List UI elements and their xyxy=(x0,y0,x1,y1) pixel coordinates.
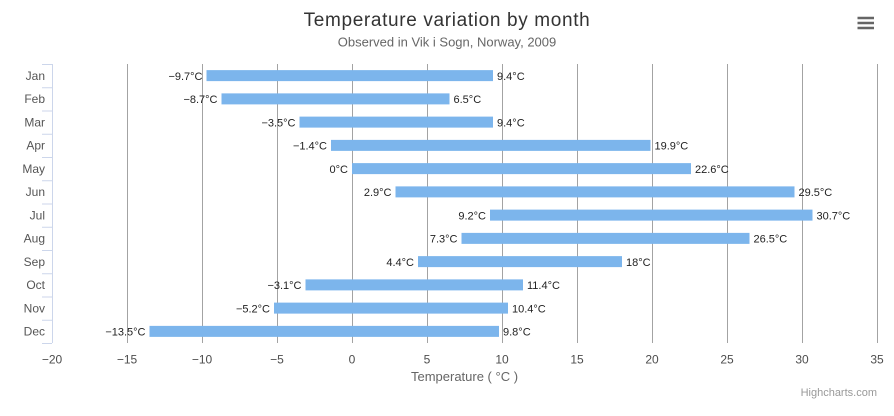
svg-text:29.5°C: 29.5°C xyxy=(799,187,833,199)
svg-text:−13.5°C: −13.5°C xyxy=(105,327,145,339)
svg-text:30: 30 xyxy=(795,353,809,367)
svg-text:Mar: Mar xyxy=(24,115,45,129)
svg-text:10.4°C: 10.4°C xyxy=(512,303,546,315)
svg-text:Nov: Nov xyxy=(24,301,45,315)
svg-text:Temperature ( °C ): Temperature ( °C ) xyxy=(411,369,518,384)
svg-text:−20: −20 xyxy=(42,353,63,367)
svg-text:10: 10 xyxy=(495,353,509,367)
svg-text:Jul: Jul xyxy=(30,208,45,222)
svg-text:Sep: Sep xyxy=(24,255,46,269)
svg-text:9.2°C: 9.2°C xyxy=(458,210,486,222)
svg-text:Feb: Feb xyxy=(24,92,45,106)
svg-text:11.4°C: 11.4°C xyxy=(527,280,560,292)
svg-text:15: 15 xyxy=(570,353,584,367)
svg-text:−3.5°C: −3.5°C xyxy=(261,117,295,129)
svg-text:−5.2°C: −5.2°C xyxy=(236,303,270,315)
svg-text:7.3°C: 7.3°C xyxy=(430,234,458,246)
svg-text:0°C: 0°C xyxy=(330,164,349,176)
svg-text:−1.4°C: −1.4°C xyxy=(293,141,327,153)
svg-text:Temperature variation by month: Temperature variation by month xyxy=(304,10,591,31)
svg-text:May: May xyxy=(22,162,45,176)
svg-text:30.7°C: 30.7°C xyxy=(817,210,851,222)
svg-text:35: 35 xyxy=(870,353,884,367)
svg-text:4.4°C: 4.4°C xyxy=(386,257,414,269)
svg-text:22.6°C: 22.6°C xyxy=(695,164,729,176)
svg-text:18°C: 18°C xyxy=(626,257,651,269)
svg-text:Oct: Oct xyxy=(26,278,45,292)
svg-text:9.4°C: 9.4°C xyxy=(497,71,525,83)
svg-text:25: 25 xyxy=(720,353,734,367)
svg-text:−8.7°C: −8.7°C xyxy=(183,94,217,106)
svg-text:Jan: Jan xyxy=(26,69,45,83)
svg-text:20: 20 xyxy=(645,353,659,367)
svg-text:Dec: Dec xyxy=(24,325,45,339)
svg-text:−3.1°C: −3.1°C xyxy=(267,280,301,292)
svg-text:Observed in Vik i Sogn, Norway: Observed in Vik i Sogn, Norway, 2009 xyxy=(338,35,556,50)
svg-text:9.8°C: 9.8°C xyxy=(503,327,531,339)
svg-text:−15: −15 xyxy=(117,353,138,367)
svg-text:Highcharts.com: Highcharts.com xyxy=(801,387,877,399)
svg-text:2.9°C: 2.9°C xyxy=(364,187,392,199)
svg-text:6.5°C: 6.5°C xyxy=(454,94,482,106)
svg-text:26.5°C: 26.5°C xyxy=(754,234,788,246)
svg-text:0: 0 xyxy=(349,353,356,367)
svg-text:−5: −5 xyxy=(270,353,284,367)
svg-text:−9.7°C: −9.7°C xyxy=(168,71,202,83)
svg-text:−10: −10 xyxy=(192,353,213,367)
svg-text:Aug: Aug xyxy=(24,232,45,246)
svg-text:Jun: Jun xyxy=(26,185,45,199)
svg-text:9.4°C: 9.4°C xyxy=(497,117,525,129)
svg-text:19.9°C: 19.9°C xyxy=(655,141,689,153)
svg-text:Apr: Apr xyxy=(26,139,45,153)
svg-text:5: 5 xyxy=(424,353,431,367)
